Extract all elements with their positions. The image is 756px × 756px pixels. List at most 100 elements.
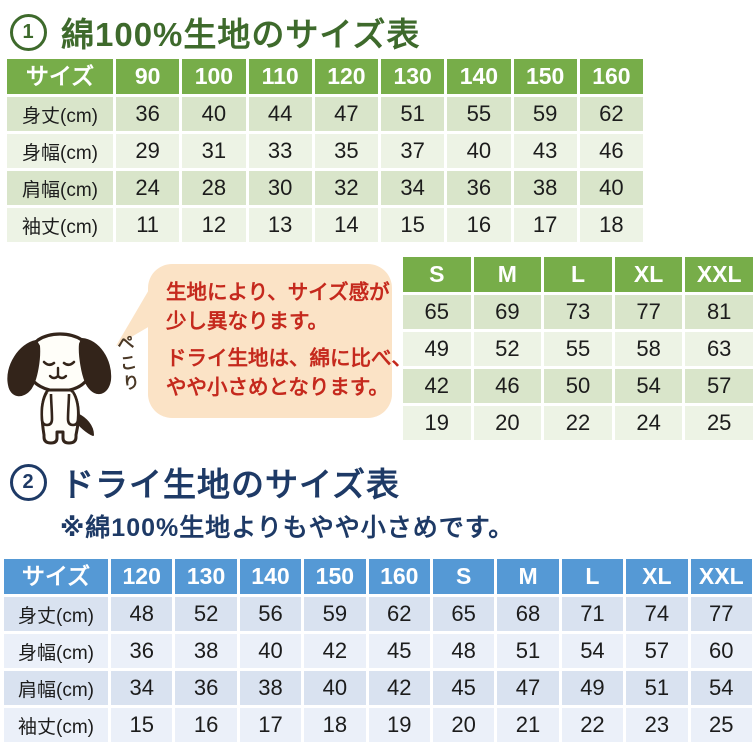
column-header: L <box>544 257 612 292</box>
row-label: 身幅(cm) <box>4 634 108 668</box>
table-row: 49 52 55 58 63 <box>403 332 753 366</box>
size-value-cell: 25 <box>690 708 752 742</box>
size-value-cell: 12 <box>182 208 246 242</box>
size-value-cell: 30 <box>248 171 312 205</box>
size-value-cell: 20 <box>432 708 495 742</box>
size-value-cell: 57 <box>685 369 753 403</box>
row-label: 身丈(cm) <box>4 597 108 631</box>
size-table-grid: サイズ 90 100 110 120 130 140 150 160 身丈(cm) 36 40 44 47… <box>4 56 646 245</box>
table-row: 身丈(cm) 48 52 56 59 62 65 68 71 74 77 <box>4 597 752 631</box>
size-value-cell: 21 <box>497 708 559 742</box>
cotton-size-table: サイズ 90 100 110 120 130 140 150 160 身丈(cm) 36 40 44 47… <box>4 56 646 245</box>
column-header: XL <box>626 559 688 594</box>
size-value-cell: 59 <box>513 97 577 131</box>
column-header: XXL <box>690 559 752 594</box>
size-value-cell: 11 <box>116 208 180 242</box>
size-value-cell: 69 <box>473 295 542 329</box>
size-value-cell: 25 <box>685 406 753 440</box>
size-value-cell: 45 <box>368 634 430 668</box>
size-value-cell: 34 <box>111 671 173 705</box>
size-value-cell: 40 <box>304 671 366 705</box>
size-value-cell: 55 <box>447 97 511 131</box>
header-row: サイズ 120 130 140 150 160 S M L XL XXL <box>4 559 752 594</box>
size-value-cell: 48 <box>111 597 173 631</box>
row-label: 袖丈(cm) <box>7 208 113 242</box>
column-header: M <box>473 257 542 292</box>
column-header: 120 <box>314 59 378 94</box>
table-row: 肩幅(cm) 34 36 38 40 42 45 47 49 51 54 <box>4 671 752 705</box>
size-value-cell: 22 <box>561 708 624 742</box>
size-value-cell: 62 <box>368 597 430 631</box>
size-value-cell: 36 <box>447 171 511 205</box>
size-value-cell: 31 <box>182 134 246 168</box>
size-value-cell: 15 <box>111 708 173 742</box>
size-value-cell: 16 <box>447 208 511 242</box>
size-value-cell: 16 <box>175 708 237 742</box>
size-value-cell: 54 <box>614 369 683 403</box>
column-header: M <box>497 559 559 594</box>
column-header: 140 <box>447 59 511 94</box>
size-value-cell: 46 <box>579 134 643 168</box>
size-value-cell: 23 <box>626 708 688 742</box>
size-table-grid: サイズ 120 130 140 150 160 S M L XL XXL 身丈(cm) 48 52 56 59… <box>1 556 755 745</box>
row-label: 身幅(cm) <box>7 134 113 168</box>
size-value-cell: 18 <box>579 208 643 242</box>
size-value-cell: 32 <box>314 171 378 205</box>
header-row: S M L XL XXL <box>403 257 753 292</box>
section2-title: 2 ドライ生地のサイズ表 <box>10 458 400 506</box>
size-value-cell: 35 <box>314 134 378 168</box>
section1-title-text: 綿100%生地のサイズ表 <box>61 16 421 53</box>
size-value-cell: 65 <box>403 295 471 329</box>
size-value-cell: 40 <box>239 634 302 668</box>
dry-size-table: サイズ 120 130 140 150 160 S M L XL XXL 身丈(cm) 48 52 56 59… <box>1 556 755 745</box>
table-row: 42 46 50 54 57 <box>403 369 753 403</box>
size-value-cell: 51 <box>381 97 445 131</box>
size-value-cell: 40 <box>447 134 511 168</box>
size-value-cell: 13 <box>248 208 312 242</box>
size-value-cell: 24 <box>614 406 683 440</box>
size-value-cell: 17 <box>513 208 577 242</box>
size-value-cell: 28 <box>182 171 246 205</box>
size-value-cell: 52 <box>175 597 237 631</box>
column-header: S <box>432 559 495 594</box>
column-header: 120 <box>111 559 173 594</box>
size-value-cell: 42 <box>368 671 430 705</box>
size-value-cell: 36 <box>111 634 173 668</box>
section2-subtitle: ※綿100%生地よりもやや小さめです。 <box>60 514 515 542</box>
size-value-cell: 43 <box>513 134 577 168</box>
size-value-cell: 62 <box>579 97 643 131</box>
column-header: L <box>561 559 624 594</box>
column-header: 150 <box>513 59 577 94</box>
table-row: 65 69 73 77 81 <box>403 295 753 329</box>
size-value-cell: 54 <box>690 671 752 705</box>
size-value-cell: 22 <box>544 406 612 440</box>
size-value-cell: 81 <box>685 295 753 329</box>
adult-size-table: S M L XL XXL 65 69 73 77 81 49 52 55 58 63 42 46 50 54 57 19… <box>400 254 756 443</box>
column-header: 130 <box>381 59 445 94</box>
size-value-cell: 51 <box>497 634 559 668</box>
size-value-cell: 36 <box>116 97 180 131</box>
table-row: 肩幅(cm) 24 28 30 32 34 36 38 40 <box>7 171 643 205</box>
size-value-cell: 49 <box>561 671 624 705</box>
bowing-dog-illustration <box>7 332 112 445</box>
size-value-cell: 68 <box>497 597 559 631</box>
size-value-cell: 47 <box>314 97 378 131</box>
size-value-cell: 18 <box>304 708 366 742</box>
size-value-cell: 74 <box>626 597 688 631</box>
column-header: 130 <box>175 559 237 594</box>
table-row: 袖丈(cm) 11 12 13 14 15 16 17 18 <box>7 208 643 242</box>
column-header: 90 <box>116 59 180 94</box>
row-label: 袖丈(cm) <box>4 708 108 742</box>
size-value-cell: 40 <box>182 97 246 131</box>
section2-title-text: ドライ生地のサイズ表 <box>61 466 401 503</box>
size-value-cell: 15 <box>381 208 445 242</box>
size-value-cell: 52 <box>473 332 542 366</box>
size-value-cell: 37 <box>381 134 445 168</box>
size-value-cell: 77 <box>690 597 752 631</box>
size-value-cell: 55 <box>544 332 612 366</box>
size-value-cell: 24 <box>116 171 180 205</box>
size-value-cell: 42 <box>403 369 471 403</box>
speech-bubble: 生地により、サイズ感が 少し異なります。 ドライ生地は、綿に比べ、 やや小さめと… <box>116 264 412 418</box>
table-row: 身丈(cm) 36 40 44 47 51 55 59 62 <box>7 97 643 131</box>
